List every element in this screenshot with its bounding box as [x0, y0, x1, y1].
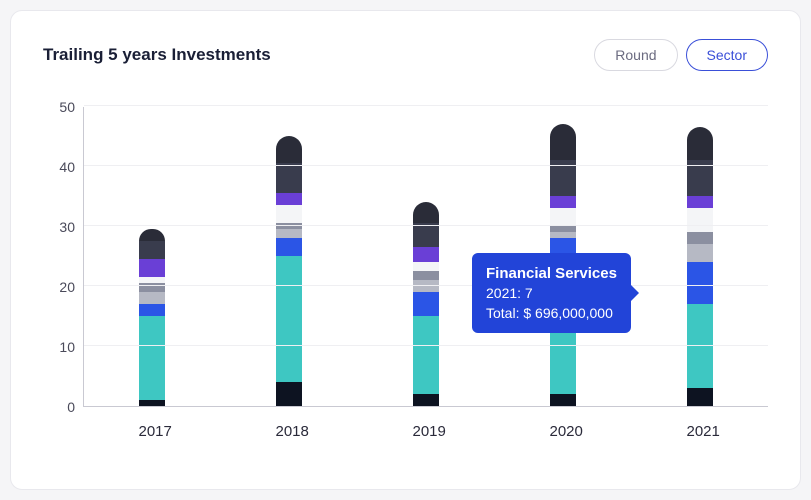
y-tick: 0 [67, 399, 75, 415]
segment-white[interactable] [413, 262, 439, 271]
toggle-sector-button[interactable]: Sector [686, 39, 768, 71]
segment-black[interactable] [139, 400, 165, 406]
segment-black[interactable] [276, 382, 302, 406]
segment-purple[interactable] [550, 196, 576, 208]
y-tick: 50 [59, 99, 75, 115]
segment-dark2[interactable] [413, 202, 439, 223]
bars-container [84, 107, 768, 406]
bar-2017[interactable] [139, 229, 165, 406]
y-tick: 40 [59, 159, 75, 175]
segment-blue[interactable] [276, 238, 302, 256]
chart-area: 01020304050 Financial Services 2021: 7 T… [43, 107, 768, 437]
x-tick: 2019 [413, 423, 439, 440]
y-tick: 10 [59, 339, 75, 355]
segment-white[interactable] [687, 208, 713, 232]
segment-gray1[interactable] [276, 229, 302, 238]
tooltip-line-1: 2021: 7 [486, 284, 617, 304]
segment-black[interactable] [550, 394, 576, 406]
gridline [84, 285, 768, 286]
segment-purple[interactable] [276, 193, 302, 205]
card-title: Trailing 5 years Investments [43, 45, 271, 65]
gridline [84, 225, 768, 226]
card-header: Trailing 5 years Investments Round Secto… [43, 39, 768, 71]
segment-dark2[interactable] [687, 127, 713, 160]
segment-dark1[interactable] [413, 223, 439, 247]
segment-blue[interactable] [413, 292, 439, 316]
x-tick: 2017 [139, 423, 165, 440]
x-tick: 2018 [276, 423, 302, 440]
y-tick: 20 [59, 279, 75, 295]
segment-gray2[interactable] [413, 271, 439, 280]
bar-2018[interactable] [276, 136, 302, 406]
toggle-round-button[interactable]: Round [594, 39, 677, 71]
segment-dark1[interactable] [276, 163, 302, 193]
segment-purple[interactable] [139, 259, 165, 277]
tooltip-line-2: Total: $ 696,000,000 [486, 304, 617, 324]
gridline [84, 105, 768, 106]
plot-area: Financial Services 2021: 7 Total: $ 696,… [83, 107, 768, 407]
segment-dark2[interactable] [276, 136, 302, 163]
y-axis: 01020304050 [43, 107, 83, 407]
segment-gray1[interactable] [413, 280, 439, 292]
x-tick: 2021 [687, 423, 713, 440]
view-toggle: Round Sector [594, 39, 768, 71]
segment-gray1[interactable] [139, 292, 165, 304]
segment-black[interactable] [413, 394, 439, 406]
segment-dark2[interactable] [550, 124, 576, 160]
gridline [84, 345, 768, 346]
tooltip-title: Financial Services [486, 263, 617, 284]
x-axis: 2017 2018 2019 2020 2021 [83, 423, 768, 440]
y-tick: 30 [59, 219, 75, 235]
segment-blue[interactable] [139, 304, 165, 316]
segment-purple[interactable] [413, 247, 439, 262]
investments-card: Trailing 5 years Investments Round Secto… [10, 10, 801, 490]
segment-purple[interactable] [687, 196, 713, 208]
segment-gray1[interactable] [687, 244, 713, 262]
tooltip: Financial Services 2021: 7 Total: $ 696,… [472, 253, 631, 333]
bar-2021[interactable] [687, 127, 713, 406]
segment-blue[interactable] [687, 262, 713, 304]
segment-teal[interactable] [276, 256, 302, 382]
segment-dark2[interactable] [139, 229, 165, 241]
segment-dark1[interactable] [139, 241, 165, 259]
segment-white[interactable] [276, 205, 302, 223]
bar-2019[interactable] [413, 202, 439, 406]
segment-black[interactable] [687, 388, 713, 406]
gridline [84, 165, 768, 166]
segment-white[interactable] [550, 208, 576, 226]
segment-teal[interactable] [413, 316, 439, 394]
segment-teal[interactable] [687, 304, 713, 388]
segment-teal[interactable] [139, 316, 165, 400]
x-tick: 2020 [550, 423, 576, 440]
segment-gray2[interactable] [687, 232, 713, 244]
